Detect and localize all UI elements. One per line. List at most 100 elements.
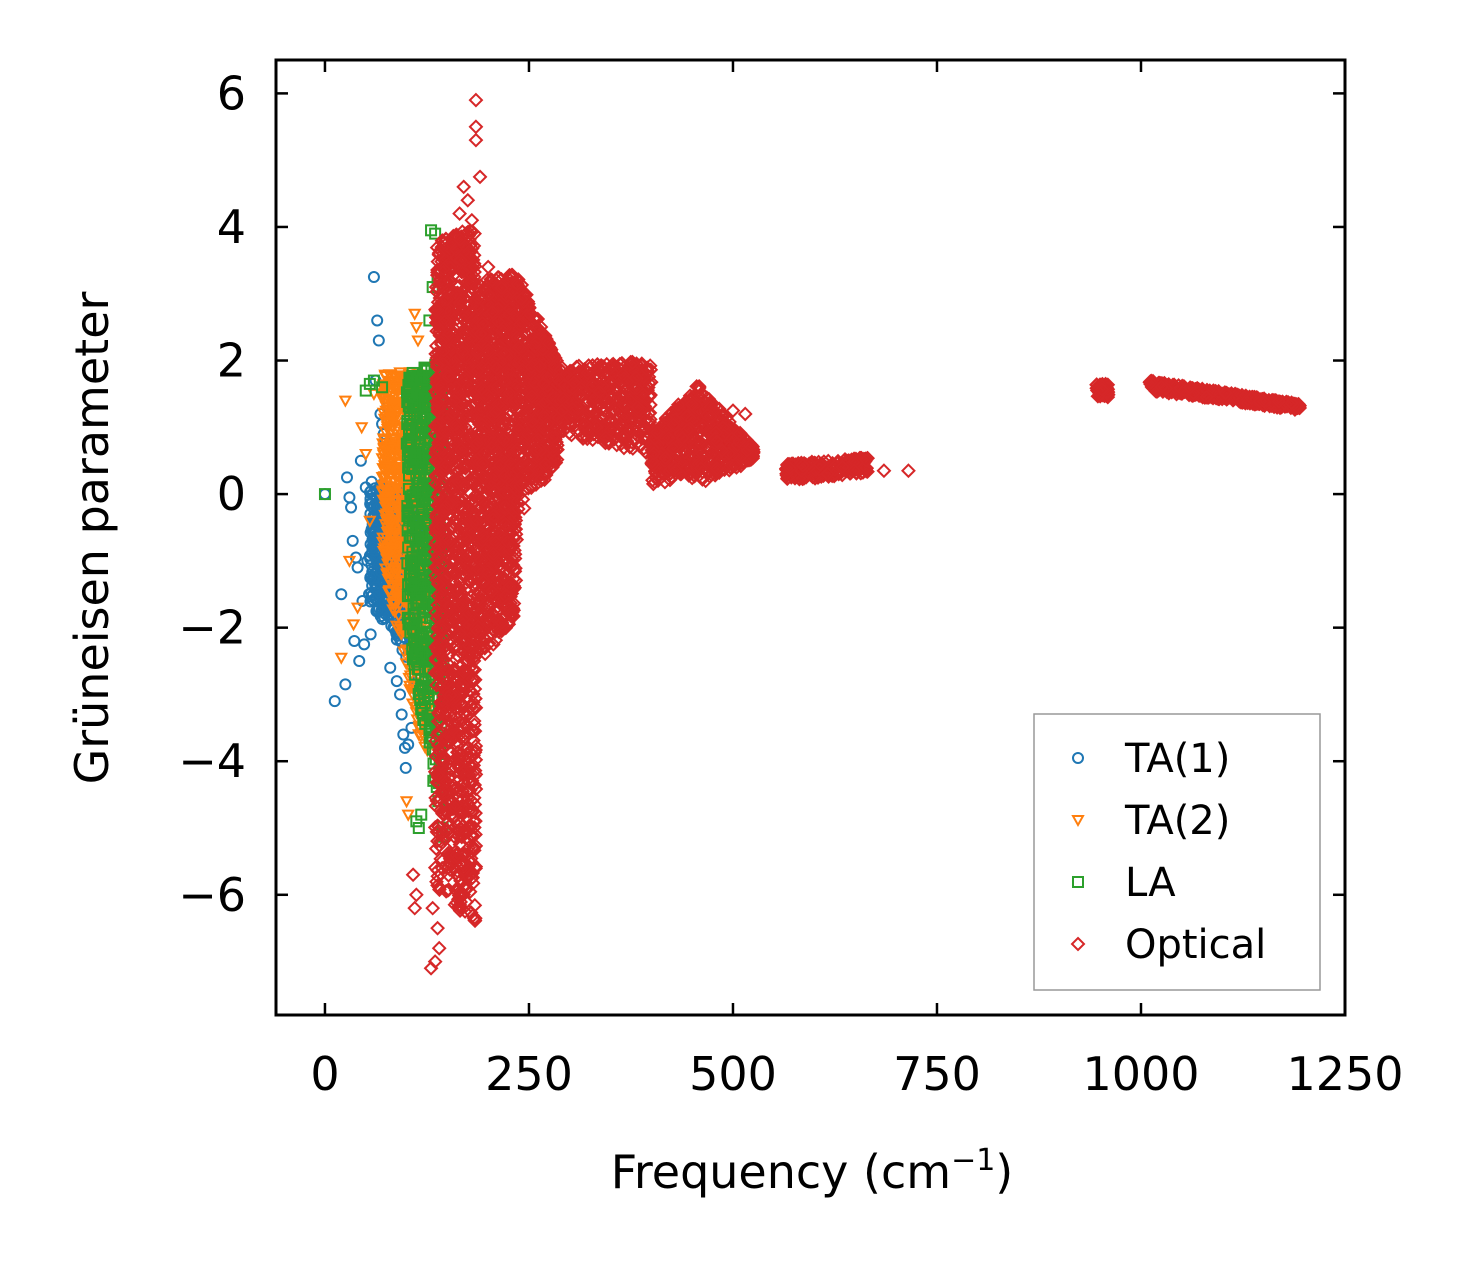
data-point (361, 554, 374, 567)
data-point (411, 645, 424, 658)
data-point (371, 314, 384, 327)
data-point (427, 560, 443, 575)
data-point (384, 484, 399, 497)
series-optical (405, 92, 1308, 976)
data-point (400, 386, 413, 399)
data-point (456, 561, 471, 577)
data-point (380, 510, 394, 523)
data-point (391, 610, 406, 623)
data-point (350, 602, 365, 615)
data-point (348, 635, 361, 648)
data-point (416, 493, 429, 506)
data-point (409, 322, 424, 335)
data-point (417, 579, 430, 592)
data-point (392, 594, 406, 607)
data-point (346, 534, 359, 547)
data-point (353, 655, 366, 668)
data-point (375, 536, 390, 549)
data-point (376, 381, 389, 394)
data-point (455, 783, 471, 799)
data-point (380, 513, 395, 526)
data-point (429, 677, 445, 693)
data-point (468, 781, 484, 797)
data-point (404, 373, 417, 386)
data-point (375, 486, 390, 500)
data-point (406, 366, 419, 379)
data-point (377, 435, 392, 448)
data-point (435, 806, 450, 822)
data-point (391, 382, 405, 395)
data-point (398, 741, 411, 754)
data-point (402, 541, 415, 554)
data-point (467, 763, 483, 779)
data-point (388, 606, 402, 619)
data-point (411, 335, 425, 348)
data-point (443, 460, 459, 476)
data-point (354, 422, 369, 435)
data-point (416, 611, 429, 624)
data-point (422, 462, 435, 475)
data-point (382, 418, 397, 431)
data-point (407, 625, 420, 638)
data-point (404, 577, 417, 590)
data-point (421, 477, 434, 490)
data-point (367, 271, 380, 284)
data-point (431, 819, 447, 834)
data-point (328, 695, 341, 708)
data-point (351, 561, 364, 574)
data-point (386, 402, 400, 415)
data-point (400, 437, 413, 450)
data-point (463, 827, 479, 843)
data-point (467, 777, 483, 793)
data-point (427, 544, 443, 560)
data-point (358, 638, 371, 651)
data-point (403, 422, 416, 435)
data-point (417, 714, 430, 727)
data-point (364, 571, 377, 584)
data-point (430, 547, 446, 563)
data-point (359, 449, 373, 462)
data-point (397, 728, 410, 741)
data-point (399, 761, 412, 774)
data-point (369, 581, 382, 594)
data-point (342, 555, 357, 568)
data-point (412, 563, 425, 576)
data-point (364, 628, 377, 641)
data-point (376, 396, 391, 409)
data-point (338, 395, 353, 408)
data-point (394, 688, 407, 701)
data-point (402, 738, 415, 751)
data-point (412, 822, 425, 835)
data-point (395, 708, 408, 721)
data-point (346, 619, 361, 632)
data-point (415, 386, 428, 399)
data-point (390, 565, 404, 578)
data-point (392, 458, 407, 471)
data-point (415, 701, 428, 714)
data-point (399, 644, 413, 657)
data-point (415, 586, 428, 599)
data-point (372, 559, 385, 572)
data-point (388, 400, 402, 413)
data-point (389, 444, 403, 457)
data-point (388, 527, 403, 540)
data-point (450, 491, 466, 507)
data-point (409, 448, 422, 461)
plot-points (318, 92, 1308, 976)
data-point (421, 689, 434, 702)
data-point (384, 434, 398, 447)
data-point (408, 308, 422, 321)
data-point (433, 802, 448, 818)
data-point (383, 442, 397, 455)
data-point (416, 629, 429, 642)
data-point (359, 481, 372, 494)
data-point (402, 482, 415, 495)
data-point (401, 809, 415, 822)
data-point (466, 814, 482, 830)
data-point (399, 796, 414, 809)
data-point (440, 609, 456, 624)
data-point (380, 517, 395, 530)
data-point (416, 502, 429, 515)
data-point (318, 488, 331, 501)
